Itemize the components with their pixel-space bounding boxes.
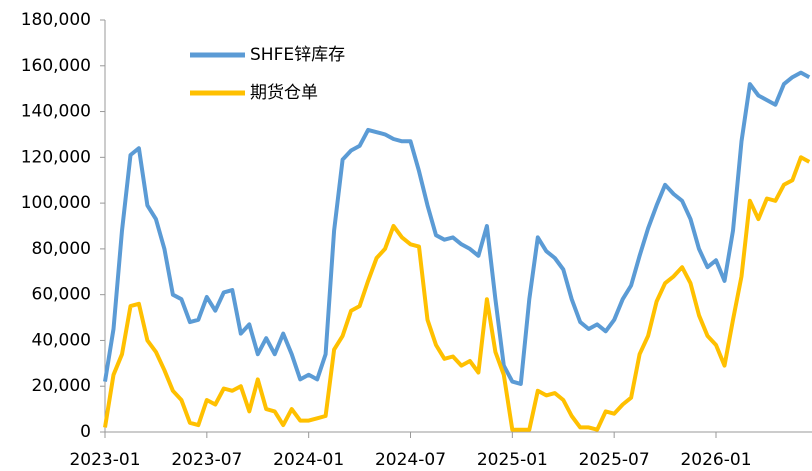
y-tick-label: 80,000 bbox=[32, 239, 91, 259]
y-tick-label: 0 bbox=[80, 422, 91, 442]
x-tick-label: 2025-01 bbox=[477, 450, 548, 470]
y-tick-label: 60,000 bbox=[32, 285, 91, 305]
y-tick-label: 140,000 bbox=[21, 102, 91, 122]
y-tick-label: 40,000 bbox=[32, 330, 91, 350]
y-tick-label: 160,000 bbox=[21, 56, 91, 76]
x-tick-label: 2024-01 bbox=[273, 450, 344, 470]
y-tick-label: 120,000 bbox=[21, 147, 91, 167]
series-line bbox=[103, 155, 811, 432]
y-tick-label: 20,000 bbox=[32, 376, 91, 396]
legend-label: SHFE锌库存 bbox=[250, 45, 345, 65]
series-line bbox=[103, 70, 811, 386]
legend-label: 期货仓单 bbox=[250, 83, 318, 103]
x-tick-label: 2024-07 bbox=[375, 450, 446, 470]
x-tick-label: 2025-07 bbox=[579, 450, 650, 470]
x-tick-label: 2026-01 bbox=[680, 450, 751, 470]
y-tick-label: 100,000 bbox=[21, 193, 91, 213]
x-tick-label: 2023-07 bbox=[171, 450, 242, 470]
y-tick-label: 180,000 bbox=[21, 10, 91, 30]
x-tick-label: 2023-01 bbox=[69, 450, 140, 470]
